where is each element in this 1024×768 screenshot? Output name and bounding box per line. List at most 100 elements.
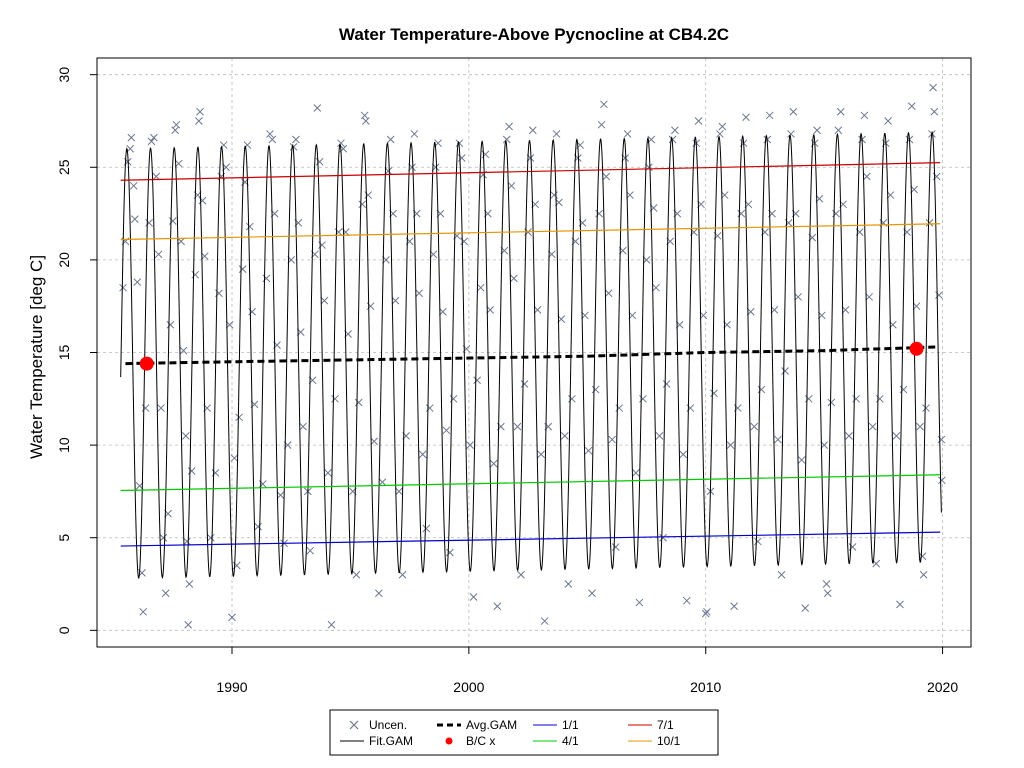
- uncensored-point: [730, 602, 738, 611]
- uncensored-point: [172, 120, 181, 129]
- uncensored-point: [892, 431, 901, 440]
- uncensored-point: [827, 398, 836, 407]
- uncensored-point: [797, 456, 806, 464]
- uncensored-point: [916, 422, 924, 431]
- uncensored-point: [211, 469, 220, 477]
- grid: [97, 58, 971, 647]
- uncensored-point: [550, 191, 558, 199]
- uncensored-point: [765, 111, 774, 120]
- uncensored-point: [899, 385, 908, 394]
- uncensored-point: [540, 617, 549, 625]
- uncensored-point: [823, 589, 832, 598]
- uncensored-point: [352, 570, 361, 579]
- uncensored-point: [375, 589, 383, 598]
- uncensored-point: [198, 196, 207, 205]
- uncensored-point: [635, 598, 644, 607]
- uncensored-point: [145, 218, 153, 227]
- uncensored-point: [694, 117, 703, 125]
- uncensored-point: [935, 291, 943, 299]
- uncensored-point: [425, 404, 434, 412]
- x-tick-label: 2020: [927, 679, 958, 695]
- uncensored-point: [181, 431, 190, 440]
- plot-frame: [96, 57, 972, 648]
- uncensored-point: [395, 487, 403, 496]
- uncensored-point: [679, 450, 688, 459]
- uncensored-point: [183, 537, 191, 546]
- uncensored-point: [391, 296, 400, 305]
- uncensored-point: [528, 126, 537, 135]
- uncensored-point: [446, 548, 454, 557]
- uncensored-point: [860, 111, 869, 120]
- uncensored-point: [922, 404, 930, 412]
- uncensored-point: [315, 157, 324, 166]
- uncensored-point: [476, 283, 485, 292]
- uncensored-point: [896, 600, 904, 609]
- uncensored-point: [129, 181, 138, 190]
- uncensored-point: [611, 543, 620, 551]
- uncensored-point: [196, 107, 204, 116]
- uncensored-point: [852, 394, 860, 403]
- uncensored-point: [925, 218, 934, 227]
- uncensored-point: [655, 431, 664, 440]
- uncensored-point: [560, 431, 569, 440]
- series-line-4-1: [120, 474, 941, 492]
- uncensored-point: [147, 137, 156, 146]
- uncensored-point: [292, 135, 300, 144]
- uncensored-point: [662, 380, 671, 388]
- legend-label: 10/1: [657, 734, 681, 748]
- uncensored-point: [168, 217, 177, 225]
- uncensored-point: [131, 215, 139, 223]
- uncensored-point: [119, 283, 127, 292]
- uncensored-point: [455, 139, 464, 148]
- uncensored-point: [533, 306, 542, 314]
- axes: 1990 2000 2010 2020 0 5 10 15 20 25 30: [56, 67, 958, 695]
- uncensored-point: [378, 478, 387, 487]
- legend-item-avg-gam: Avg.GAM: [437, 718, 517, 732]
- uncensored-point: [872, 559, 881, 568]
- uncensored-point: [299, 422, 307, 431]
- uncensored-point: [801, 604, 810, 612]
- uncensored-point: [418, 450, 427, 459]
- uncensored-point: [318, 241, 326, 249]
- uncensored-point: [262, 274, 271, 283]
- uncensored-point: [364, 191, 373, 199]
- uncensored-point: [184, 620, 193, 629]
- uncensored-point: [639, 394, 647, 403]
- uncensored-point: [179, 346, 188, 355]
- uncensored-point: [507, 181, 516, 190]
- uncensored-point: [228, 613, 236, 622]
- uncensored-point: [306, 546, 315, 555]
- uncensored-point: [235, 413, 243, 422]
- bc-point: [139, 356, 154, 371]
- uncensored-point: [268, 135, 277, 144]
- y-tick-label: 0: [56, 626, 72, 634]
- x-tick-label: 2010: [690, 679, 721, 695]
- legend-item-uncensored: Uncen.: [349, 718, 407, 732]
- uncensored-point: [710, 389, 718, 398]
- uncensored-point: [386, 135, 395, 144]
- uncensored-point: [127, 133, 136, 142]
- uncensored-point: [600, 100, 608, 109]
- legend-item-10-1: 10/1: [628, 734, 681, 748]
- uncensored-point: [159, 533, 168, 542]
- uncensored-point: [442, 426, 451, 435]
- uncensored-point: [520, 380, 529, 388]
- legend-item-fit-gam: Fit.GAM: [340, 734, 413, 748]
- y-tick-label: 5: [56, 534, 72, 542]
- uncensored-point: [154, 250, 163, 259]
- uncensored-point: [659, 533, 667, 542]
- uncensored-point: [422, 524, 431, 533]
- uncensored-point: [505, 122, 513, 131]
- uncensored-point: [510, 274, 518, 283]
- uncensored-point: [875, 394, 884, 403]
- uncensored-point: [166, 320, 175, 329]
- legend-item-bc: B/C x: [445, 734, 495, 748]
- chart-title: Water Temperature-Above Pycnocline at CB…: [339, 25, 729, 44]
- y-axis-label: Water Temperature [deg C]: [27, 255, 46, 459]
- legend-item-1-1: 1/1: [533, 718, 579, 732]
- uncensored-point: [631, 469, 640, 477]
- legend-item-7-1: 7/1: [628, 718, 674, 732]
- x-tick-label: 2000: [453, 679, 484, 695]
- uncensored-point: [907, 102, 916, 111]
